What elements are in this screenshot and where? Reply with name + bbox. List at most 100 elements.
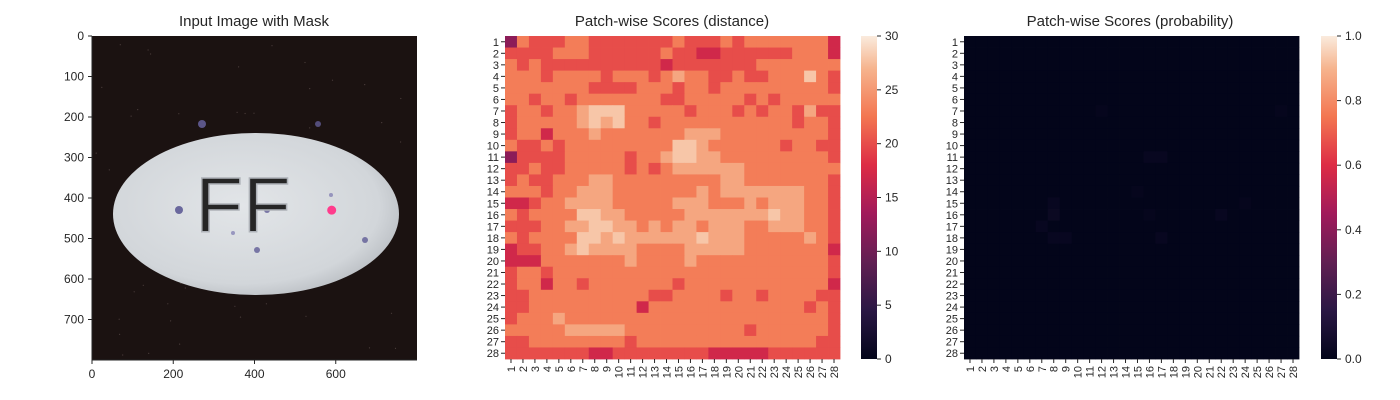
heatmap-cell xyxy=(756,266,769,279)
heatmap-cell xyxy=(756,220,769,233)
heatmap-cell xyxy=(576,266,590,279)
heatmap-cell xyxy=(1083,312,1096,325)
y-tick-label: 12 xyxy=(487,164,499,176)
heatmap-cell xyxy=(660,278,673,291)
speckle xyxy=(304,61,306,64)
heatmap-cell xyxy=(1155,347,1168,360)
pill-speckles xyxy=(175,120,368,253)
heatmap-cell xyxy=(600,335,614,348)
heatmap-cell xyxy=(1035,105,1049,118)
heatmap-cell xyxy=(1191,301,1204,314)
heatmap-cell xyxy=(1035,36,1049,48)
heatmap-cell xyxy=(732,59,745,72)
heatmap-cell xyxy=(964,220,977,233)
heatmap-cell xyxy=(1167,197,1180,210)
heatmap-cell xyxy=(1119,116,1132,129)
heatmap-cell xyxy=(975,301,989,314)
heatmap-cell xyxy=(1083,278,1096,291)
heatmap-cell xyxy=(576,243,590,256)
heatmap-cell xyxy=(660,209,673,221)
heatmap-cell xyxy=(804,243,817,256)
heatmap-cell xyxy=(964,93,977,106)
heatmap-cell xyxy=(672,36,685,48)
heatmap-cell xyxy=(1287,243,1300,256)
heatmap-cell xyxy=(780,243,793,256)
heatmap-cell xyxy=(1179,266,1192,279)
heatmap-cell xyxy=(1179,70,1192,83)
heatmap-cell xyxy=(1167,139,1180,152)
heatmap-cell xyxy=(648,82,661,95)
heatmap-cell xyxy=(1263,232,1276,245)
heatmap-cell xyxy=(1275,278,1288,291)
heatmap-cell xyxy=(588,255,602,268)
heatmap-cell xyxy=(732,255,745,268)
heatmap-cell xyxy=(1155,243,1168,256)
heatmap-cell xyxy=(744,47,757,60)
heatmap-cell xyxy=(1095,347,1108,360)
heatmap-cell xyxy=(1011,70,1025,83)
heatmap-cell xyxy=(1215,335,1228,348)
heatmap-cell xyxy=(1143,209,1156,221)
speckle xyxy=(122,354,124,356)
heatmap-cell xyxy=(1275,151,1288,164)
heatmap-cell xyxy=(1239,243,1252,256)
heatmap-cell xyxy=(1083,209,1096,221)
heatmap-cell xyxy=(768,128,781,141)
heatmap-cell xyxy=(1167,59,1180,72)
heatmap-cell xyxy=(540,232,554,245)
heatmap-cell xyxy=(828,162,841,175)
heatmap-cell xyxy=(516,335,530,348)
input-image-title: Input Image with Mask xyxy=(179,13,330,30)
heatmap-cell xyxy=(588,266,602,279)
heatmap-cell xyxy=(744,105,757,118)
heatmap-cell xyxy=(1203,197,1216,210)
heatmap-cell xyxy=(756,36,769,48)
heatmap-cell xyxy=(1143,70,1156,83)
heatmap-cell xyxy=(828,220,841,233)
heatmap-cell xyxy=(1059,312,1073,325)
heatmap-cell xyxy=(528,59,542,72)
heatmap-cell xyxy=(624,116,637,129)
heatmap-cell xyxy=(540,151,554,164)
x-tick-label: 18 xyxy=(1168,366,1180,378)
heatmap-cell xyxy=(1275,301,1288,314)
heatmap-cell xyxy=(1095,47,1108,60)
heatmap-cell xyxy=(624,59,637,72)
heatmap-cell xyxy=(1227,197,1240,210)
heatmap-cell xyxy=(1047,289,1061,302)
heatmap-cell xyxy=(648,174,661,187)
heatmap-cell xyxy=(1275,185,1288,198)
heatmap-cell xyxy=(1095,255,1108,268)
heatmap-cell xyxy=(1071,312,1085,325)
heatmap-cell xyxy=(792,278,805,291)
colorbar-tick-label: 1.0 xyxy=(1345,29,1362,43)
heatmap-cell xyxy=(964,209,977,221)
heatmap-cell xyxy=(660,324,673,337)
y-tick-label: 300 xyxy=(64,151,84,165)
probability-heatmap-cells xyxy=(964,36,1300,360)
y-tick-label: 22 xyxy=(946,279,958,291)
heatmap-cell xyxy=(660,232,673,245)
heatmap-cell xyxy=(1095,197,1108,210)
heatmap-cell xyxy=(684,347,697,360)
heatmap-cell xyxy=(636,347,649,360)
heatmap-cell xyxy=(804,47,817,60)
heatmap-cell xyxy=(1035,70,1049,83)
heatmap-cell xyxy=(804,232,817,245)
heatmap-cell xyxy=(975,266,989,279)
heatmap-cell xyxy=(1035,209,1049,221)
heatmap-cell xyxy=(600,209,614,221)
heatmap-cell xyxy=(1047,151,1061,164)
heatmap-cell xyxy=(975,335,989,348)
distance-heatmap-cells xyxy=(505,36,841,360)
heatmap-cell xyxy=(720,197,733,210)
heatmap-cell xyxy=(1203,220,1216,233)
heatmap-cell xyxy=(1227,209,1240,221)
heatmap-cell xyxy=(1107,197,1120,210)
heatmap-cell xyxy=(768,347,781,360)
heatmap-cell xyxy=(1287,347,1300,360)
x-tick-label: 11 xyxy=(626,366,638,377)
heatmap-cell xyxy=(792,128,805,141)
heatmap-cell xyxy=(1047,278,1061,291)
heatmap-cell xyxy=(636,162,649,175)
